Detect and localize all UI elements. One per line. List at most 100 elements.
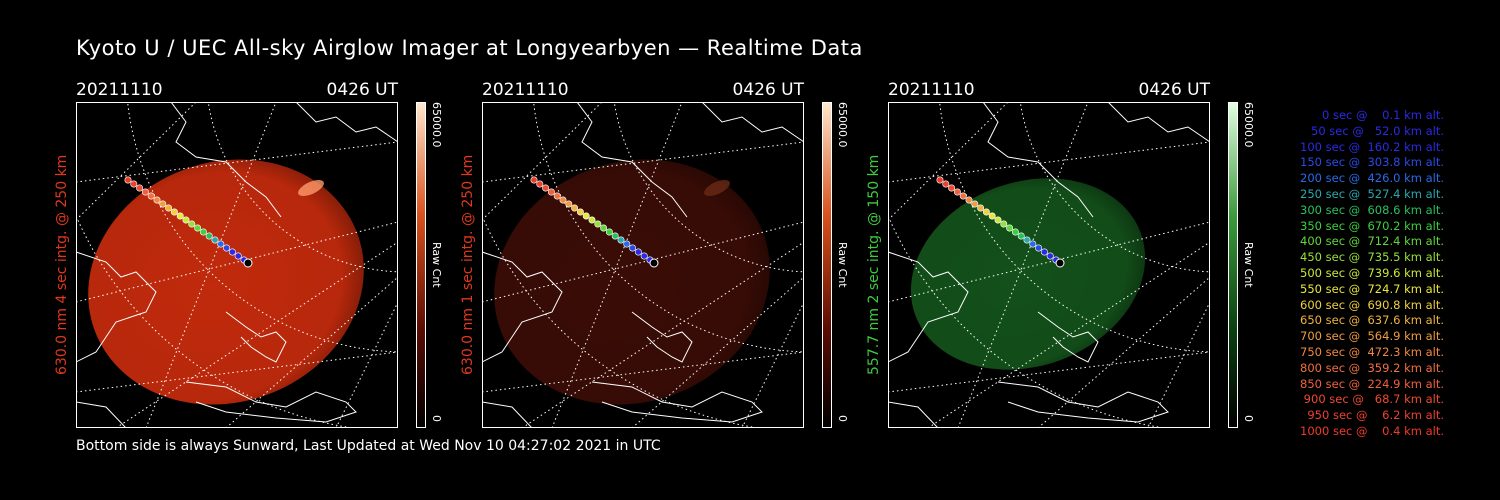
- panel-date: 20211110: [888, 80, 975, 100]
- legend-entry: 750 sec @ 472.3 km alt.: [1296, 344, 1444, 359]
- trajectory-point: [228, 248, 236, 256]
- trajectory-point: [611, 232, 619, 240]
- legend-entry: 550 sec @ 724.7 km alt.: [1296, 281, 1444, 296]
- meridian-gridline: [77, 103, 196, 220]
- coastline: [185, 381, 357, 423]
- trajectory-point: [582, 212, 590, 220]
- trajectory-point: [994, 216, 1002, 224]
- coastline: [225, 311, 287, 363]
- trajectory-point: [594, 220, 602, 228]
- meridian-gridline: [889, 221, 1209, 303]
- trajectory-point: [600, 224, 608, 232]
- airglow-field: [910, 178, 1146, 370]
- legend-entry: 900 sec @ 68.7 km alt.: [1300, 392, 1444, 407]
- coastline: [702, 103, 803, 142]
- legend-entry: 50 sec @ 52.0 km alt.: [1303, 123, 1444, 138]
- launch-site-marker: [243, 258, 253, 268]
- legend-entry: 450 sec @ 735.5 km alt.: [1296, 250, 1444, 265]
- meridian-gridline: [483, 221, 803, 303]
- legend-entry: 200 sec @ 426.0 km alt.: [1296, 171, 1444, 186]
- meridian-gridline: [483, 351, 803, 393]
- trajectory-point: [205, 232, 213, 240]
- trajectory-point: [977, 204, 985, 212]
- trajectory-point: [640, 252, 648, 260]
- colorbar-max-label: 65000.0: [1242, 102, 1255, 148]
- coastline: [997, 381, 1169, 423]
- panel-time: 0426 UT: [326, 80, 399, 100]
- trajectory-point: [188, 220, 196, 228]
- imager-panel: 20211110 0426 UT 630.0 nm 4 sec intg. @ …: [54, 80, 476, 430]
- legend-entry: 950 sec @ 6.2 km alt.: [1303, 408, 1444, 423]
- meridian-gridline: [1147, 302, 1209, 427]
- allsky-image: [888, 102, 1210, 428]
- airglow-field: [494, 159, 770, 405]
- trajectory-point: [936, 176, 944, 184]
- trajectory-point: [629, 244, 637, 252]
- trajectory-point: [965, 196, 973, 204]
- legend-entry: 600 sec @ 690.8 km alt.: [1296, 297, 1444, 312]
- trajectory-point: [1006, 224, 1014, 232]
- trajectory-point: [1040, 248, 1048, 256]
- trajectory-point: [124, 176, 132, 184]
- trajectory-point: [199, 228, 207, 236]
- launch-site-marker: [649, 258, 659, 268]
- trajectory-point: [559, 196, 567, 204]
- trajectory-point: [182, 216, 190, 224]
- panel-time: 0426 UT: [732, 80, 805, 100]
- legend-entry: 100 sec @ 160.2 km alt.: [1296, 139, 1444, 154]
- trajectory-point: [194, 224, 202, 232]
- trajectory-point: [147, 192, 155, 200]
- trajectory-point: [542, 184, 550, 192]
- legend-entry: 1000 sec @ 0.4 km alt.: [1300, 423, 1444, 438]
- airglow-field: [88, 159, 364, 405]
- trajectory-point: [605, 228, 613, 236]
- trajectory-point: [211, 236, 219, 244]
- coastline: [483, 251, 563, 363]
- legend-entry: 0 sec @ 0.1 km alt.: [1311, 108, 1444, 122]
- coastline: [1108, 103, 1209, 142]
- coastline: [591, 381, 763, 423]
- trajectory-point: [1017, 232, 1025, 240]
- legend-entry: 350 sec @ 670.2 km alt.: [1296, 218, 1444, 233]
- panel-channel-label: 630.0 nm 4 sec intg. @ 250 km: [54, 154, 70, 376]
- colorbar-unit-label: Raw Cnt: [1242, 242, 1255, 288]
- coastline: [889, 401, 938, 427]
- meridian-gridline: [741, 302, 803, 427]
- allsky-map: [888, 102, 1210, 428]
- coastline: [631, 311, 693, 363]
- trajectory-point: [565, 200, 573, 208]
- meridian-gridline: [483, 103, 602, 220]
- trajectory-point: [982, 208, 990, 216]
- trajectory-point: [547, 188, 555, 196]
- coastline: [483, 401, 532, 427]
- trajectory-point: [988, 212, 996, 220]
- coastline: [171, 103, 282, 218]
- legend-entry: 850 sec @ 224.9 km alt.: [1296, 376, 1444, 391]
- trajectory-point: [617, 236, 625, 244]
- legend-entry: 400 sec @ 712.4 km alt.: [1296, 234, 1444, 249]
- trajectory-point: [153, 196, 161, 204]
- trajectory-point: [959, 192, 967, 200]
- trajectory-point: [536, 180, 544, 188]
- coastline: [889, 251, 969, 363]
- coastline: [577, 103, 688, 218]
- meridian-gridline: [483, 141, 803, 183]
- colorbar-max-label: 65000.0: [836, 102, 849, 148]
- legend-entry: 800 sec @ 359.2 km alt.: [1296, 360, 1444, 375]
- coastline: [296, 103, 397, 142]
- panel-date: 20211110: [482, 80, 569, 100]
- coastline: [983, 103, 1094, 218]
- colorbar-unit-label: Raw Cnt: [430, 242, 443, 288]
- footer-status: Bottom side is always Sunward, Last Upda…: [76, 438, 661, 454]
- trajectory-point: [530, 176, 538, 184]
- page-title: Kyoto U / UEC All-sky Airglow Imager at …: [76, 36, 863, 60]
- colorbar-max-label: 65000.0: [430, 102, 443, 148]
- meridian-gridline: [77, 141, 397, 183]
- launch-site-marker: [1055, 258, 1065, 268]
- trajectory-point: [623, 240, 631, 248]
- trajectory-point: [136, 184, 144, 192]
- colorbar-min-label: 0: [1242, 415, 1255, 422]
- legend-entry: 700 sec @ 564.9 km alt.: [1296, 329, 1444, 344]
- trajectory-point: [141, 188, 149, 196]
- allsky-map: [76, 102, 398, 428]
